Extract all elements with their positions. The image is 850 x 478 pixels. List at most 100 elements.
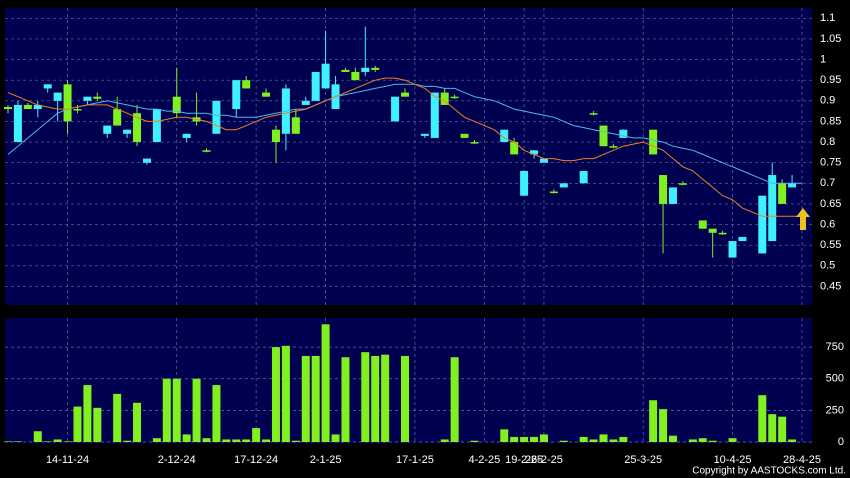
candle-body bbox=[579, 170, 588, 184]
candle-body bbox=[242, 80, 251, 89]
y-tick-label: 0.7 bbox=[820, 177, 835, 189]
candle-body bbox=[172, 96, 181, 114]
candle-body bbox=[351, 71, 360, 81]
candle-body bbox=[430, 92, 439, 138]
volume-bar bbox=[728, 438, 737, 442]
volume-bar bbox=[212, 385, 221, 442]
volume-bar bbox=[381, 354, 390, 442]
candle-body bbox=[549, 191, 558, 194]
y-tick-label: 0.9 bbox=[820, 95, 835, 107]
volume-bar bbox=[520, 436, 529, 442]
volume-bar bbox=[311, 355, 320, 442]
candle-body bbox=[619, 129, 628, 138]
y-tick-label: 0.75 bbox=[820, 157, 841, 169]
candle-body bbox=[738, 236, 747, 242]
candle-body bbox=[678, 183, 687, 185]
volume-tick-label: 0 bbox=[838, 436, 844, 448]
volume-bar bbox=[440, 439, 449, 442]
volume-bar bbox=[162, 378, 171, 442]
candle-body bbox=[103, 125, 112, 134]
x-tick-label: 17-12-24 bbox=[234, 454, 278, 466]
candle-body bbox=[43, 84, 52, 89]
volume-bar bbox=[202, 438, 211, 442]
volume-bar bbox=[659, 409, 668, 442]
candle-body bbox=[788, 183, 797, 188]
x-tick-label: 2-12-24 bbox=[158, 454, 196, 466]
volume-bar bbox=[301, 355, 310, 442]
candle-body bbox=[649, 129, 658, 155]
volume-tick-label: 250 bbox=[826, 404, 844, 416]
x-tick-label: 14-11-24 bbox=[46, 454, 89, 466]
candle-body bbox=[361, 67, 370, 72]
volume-bar bbox=[698, 438, 707, 442]
volume-bar bbox=[222, 439, 231, 442]
volume-bar bbox=[361, 352, 370, 442]
candle-body bbox=[659, 175, 668, 204]
volume-bar bbox=[649, 400, 658, 442]
volume-bar bbox=[262, 439, 271, 442]
volume-bar bbox=[688, 439, 697, 442]
candle-body bbox=[4, 107, 12, 110]
candle-body bbox=[599, 125, 608, 147]
volume-bar bbox=[271, 347, 280, 442]
candle-body bbox=[420, 133, 429, 136]
volume-bar bbox=[252, 428, 261, 442]
volume-bar bbox=[33, 431, 42, 442]
y-tick-label: 0.95 bbox=[820, 74, 841, 86]
candle-body bbox=[559, 183, 568, 188]
candle-body bbox=[401, 92, 409, 97]
y-tick-label: 0.45 bbox=[820, 280, 841, 292]
candle-body bbox=[668, 187, 677, 204]
volume-bar bbox=[599, 434, 608, 442]
volume-bar bbox=[242, 439, 251, 442]
volume-bar bbox=[53, 439, 62, 442]
y-tick-label: 0.85 bbox=[820, 115, 841, 127]
y-tick-label: 0.55 bbox=[820, 239, 841, 251]
volume-bar bbox=[291, 440, 300, 442]
volume-bar bbox=[182, 434, 191, 442]
volume-bar bbox=[708, 440, 717, 442]
volume-bar bbox=[123, 440, 132, 442]
candle-body bbox=[391, 96, 400, 122]
candle-body bbox=[539, 158, 548, 163]
candle-body bbox=[271, 129, 280, 143]
candle-body bbox=[301, 100, 310, 105]
candle-body bbox=[113, 109, 122, 126]
candle-body bbox=[768, 175, 777, 242]
volume-bar bbox=[539, 434, 548, 442]
candle-body bbox=[778, 183, 787, 204]
volume-bar bbox=[778, 416, 787, 442]
volume-bar bbox=[341, 357, 350, 442]
volume-bar bbox=[4, 441, 12, 442]
candle-body bbox=[510, 142, 519, 155]
candle-body bbox=[470, 142, 479, 144]
x-tick-label: 4-2-25 bbox=[469, 454, 501, 466]
x-tick-label: 19-2-25 bbox=[505, 454, 543, 466]
candle-body bbox=[718, 232, 727, 235]
candle-body bbox=[73, 109, 82, 111]
candle-body bbox=[83, 96, 92, 101]
candle-body bbox=[133, 113, 142, 143]
volume-bar bbox=[43, 441, 52, 442]
y-tick-label: 0.5 bbox=[820, 260, 835, 272]
candle-body bbox=[450, 96, 459, 99]
x-tick-label: 2-1-25 bbox=[310, 454, 342, 466]
volume-bar bbox=[589, 439, 598, 442]
candle-body bbox=[758, 195, 767, 254]
candle-body bbox=[530, 150, 539, 155]
candle-body bbox=[728, 241, 737, 258]
candle-body bbox=[341, 69, 350, 72]
volume-bar bbox=[172, 378, 181, 442]
volume-bar bbox=[281, 345, 290, 442]
volume-bar bbox=[232, 439, 241, 442]
price-panel bbox=[5, 8, 812, 305]
y-tick-label: 1.05 bbox=[820, 33, 841, 45]
y-tick-label: 0.6 bbox=[820, 218, 835, 230]
volume-bar bbox=[83, 385, 92, 442]
volume-bar bbox=[133, 402, 142, 442]
volume-bar bbox=[63, 441, 72, 442]
candle-body bbox=[460, 133, 469, 138]
candle-body bbox=[262, 92, 271, 97]
candle-body bbox=[440, 92, 449, 105]
volume-bar bbox=[530, 436, 539, 442]
